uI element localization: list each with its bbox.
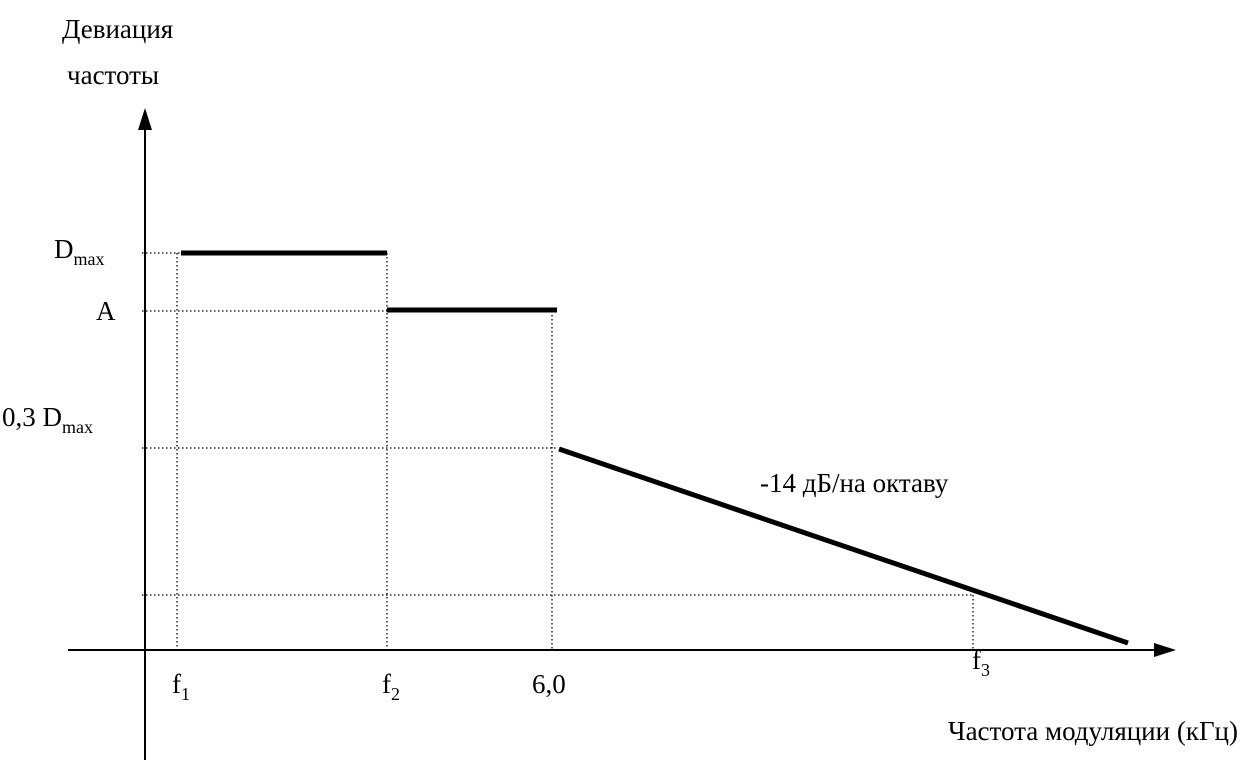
y-axis-arrow (138, 108, 152, 130)
x-tick-f3-main: f (972, 645, 981, 675)
y-axis-label-line-2: частоты (67, 60, 159, 90)
y-tick-dmax-sub: max (74, 249, 105, 269)
x-axis-label: Частота модуляции (кГц) (948, 716, 1238, 746)
y-tick-dmax-main: D (54, 234, 74, 264)
y-tick-d03-main: 0,3 D (2, 402, 62, 432)
x-tick-label-f2: f2 (382, 669, 400, 704)
y-tick-a-main: A (96, 296, 116, 326)
guide-lines (142, 253, 973, 651)
x-tick-f1-main: f (172, 669, 181, 699)
y-tick-label-a: A (96, 296, 116, 326)
slope-annotation: -14 дБ/на октаву (760, 468, 949, 498)
x-tick-f2-main: f (382, 669, 391, 699)
x-tick-6-main: 6,0 (532, 669, 566, 699)
x-tick-label-6: 6,0 (532, 669, 566, 699)
x-tick-f1-sub: 1 (181, 684, 190, 704)
x-tick-label-f1: f1 (172, 669, 190, 704)
x-tick-f2-sub: 2 (391, 684, 400, 704)
x-axis-arrow (1154, 643, 1176, 657)
y-tick-label-d03: 0,3 Dmax (2, 402, 93, 437)
x-tick-f3-sub: 3 (981, 660, 990, 680)
y-tick-d03-sub: max (62, 417, 93, 437)
y-tick-label-dmax: Dmax (54, 234, 105, 269)
y-axis-label-line-1: Девиация (62, 14, 173, 44)
